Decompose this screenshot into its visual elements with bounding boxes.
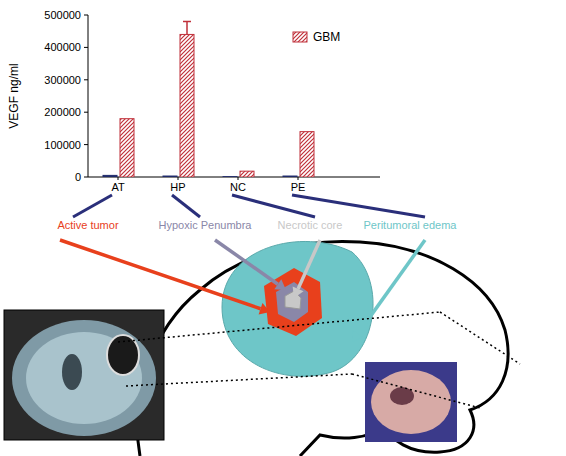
y-tick-label: 0	[75, 171, 81, 183]
zoom-line	[440, 312, 520, 364]
x-tick-label: AT	[111, 181, 125, 193]
region-arrow	[298, 240, 320, 289]
arrow-head	[259, 303, 270, 314]
bar	[283, 176, 297, 177]
connector	[73, 195, 112, 217]
specimen-frame	[365, 362, 457, 442]
y-tick-label: 200000	[44, 106, 81, 118]
bar	[103, 175, 117, 177]
arrow-head	[274, 279, 286, 290]
specimen-image	[365, 362, 457, 442]
y-tick	[84, 79, 88, 80]
y-tick-label: 400000	[44, 41, 81, 53]
x-tick	[298, 177, 299, 180]
mri-frame	[4, 310, 164, 440]
y-tick	[84, 112, 88, 113]
connector	[232, 195, 315, 217]
y-tick-label: 500000	[44, 9, 81, 21]
connector	[172, 195, 200, 217]
x-tick	[178, 177, 179, 180]
region-label: Peritumoral edema	[364, 219, 458, 231]
x-tick-label: NC	[230, 181, 246, 193]
legend-label: GBM	[313, 30, 340, 44]
mri-brain-inner	[26, 332, 142, 424]
mri-brain	[12, 320, 156, 436]
bar	[240, 171, 254, 177]
mri-image	[4, 310, 164, 440]
y-axis	[88, 15, 89, 177]
bar	[223, 176, 237, 177]
zoom-line	[118, 312, 440, 342]
bars	[103, 21, 314, 177]
mri-ventricle	[62, 354, 82, 390]
arrow-head	[352, 330, 363, 342]
y-tick	[84, 15, 88, 16]
specimen-brain	[371, 370, 451, 434]
bar	[300, 132, 314, 177]
zoom-line	[352, 374, 480, 408]
zoom-line	[126, 374, 352, 386]
bar	[180, 34, 194, 177]
y-tick	[84, 177, 88, 178]
x-tick-label: PE	[291, 181, 306, 193]
figure: VEGF ng/ml 0 100000 200000 300000 400000 50000…	[0, 0, 566, 456]
y-axis-label: VEGF ng/ml	[7, 63, 21, 128]
y-tick	[84, 144, 88, 145]
region-label: Hypoxic Penumbra	[159, 219, 253, 231]
x-tick-label: HP	[170, 181, 185, 193]
x-tick	[118, 177, 119, 180]
bar	[163, 176, 177, 177]
y-tick-label: 100000	[44, 139, 81, 151]
region-label: Active tumor	[57, 219, 118, 231]
arrow-head	[293, 286, 304, 298]
region-label: Necrotic core	[278, 219, 343, 231]
error-bar	[183, 21, 191, 34]
bar	[120, 119, 134, 177]
connector	[292, 195, 425, 217]
y-tick	[84, 47, 88, 48]
legend-swatch	[293, 32, 307, 42]
x-tick	[238, 177, 239, 180]
brain-outline	[138, 241, 509, 456]
y-tick-label: 300000	[44, 74, 81, 86]
region-arrow	[215, 240, 278, 284]
region-arrow	[358, 240, 425, 334]
